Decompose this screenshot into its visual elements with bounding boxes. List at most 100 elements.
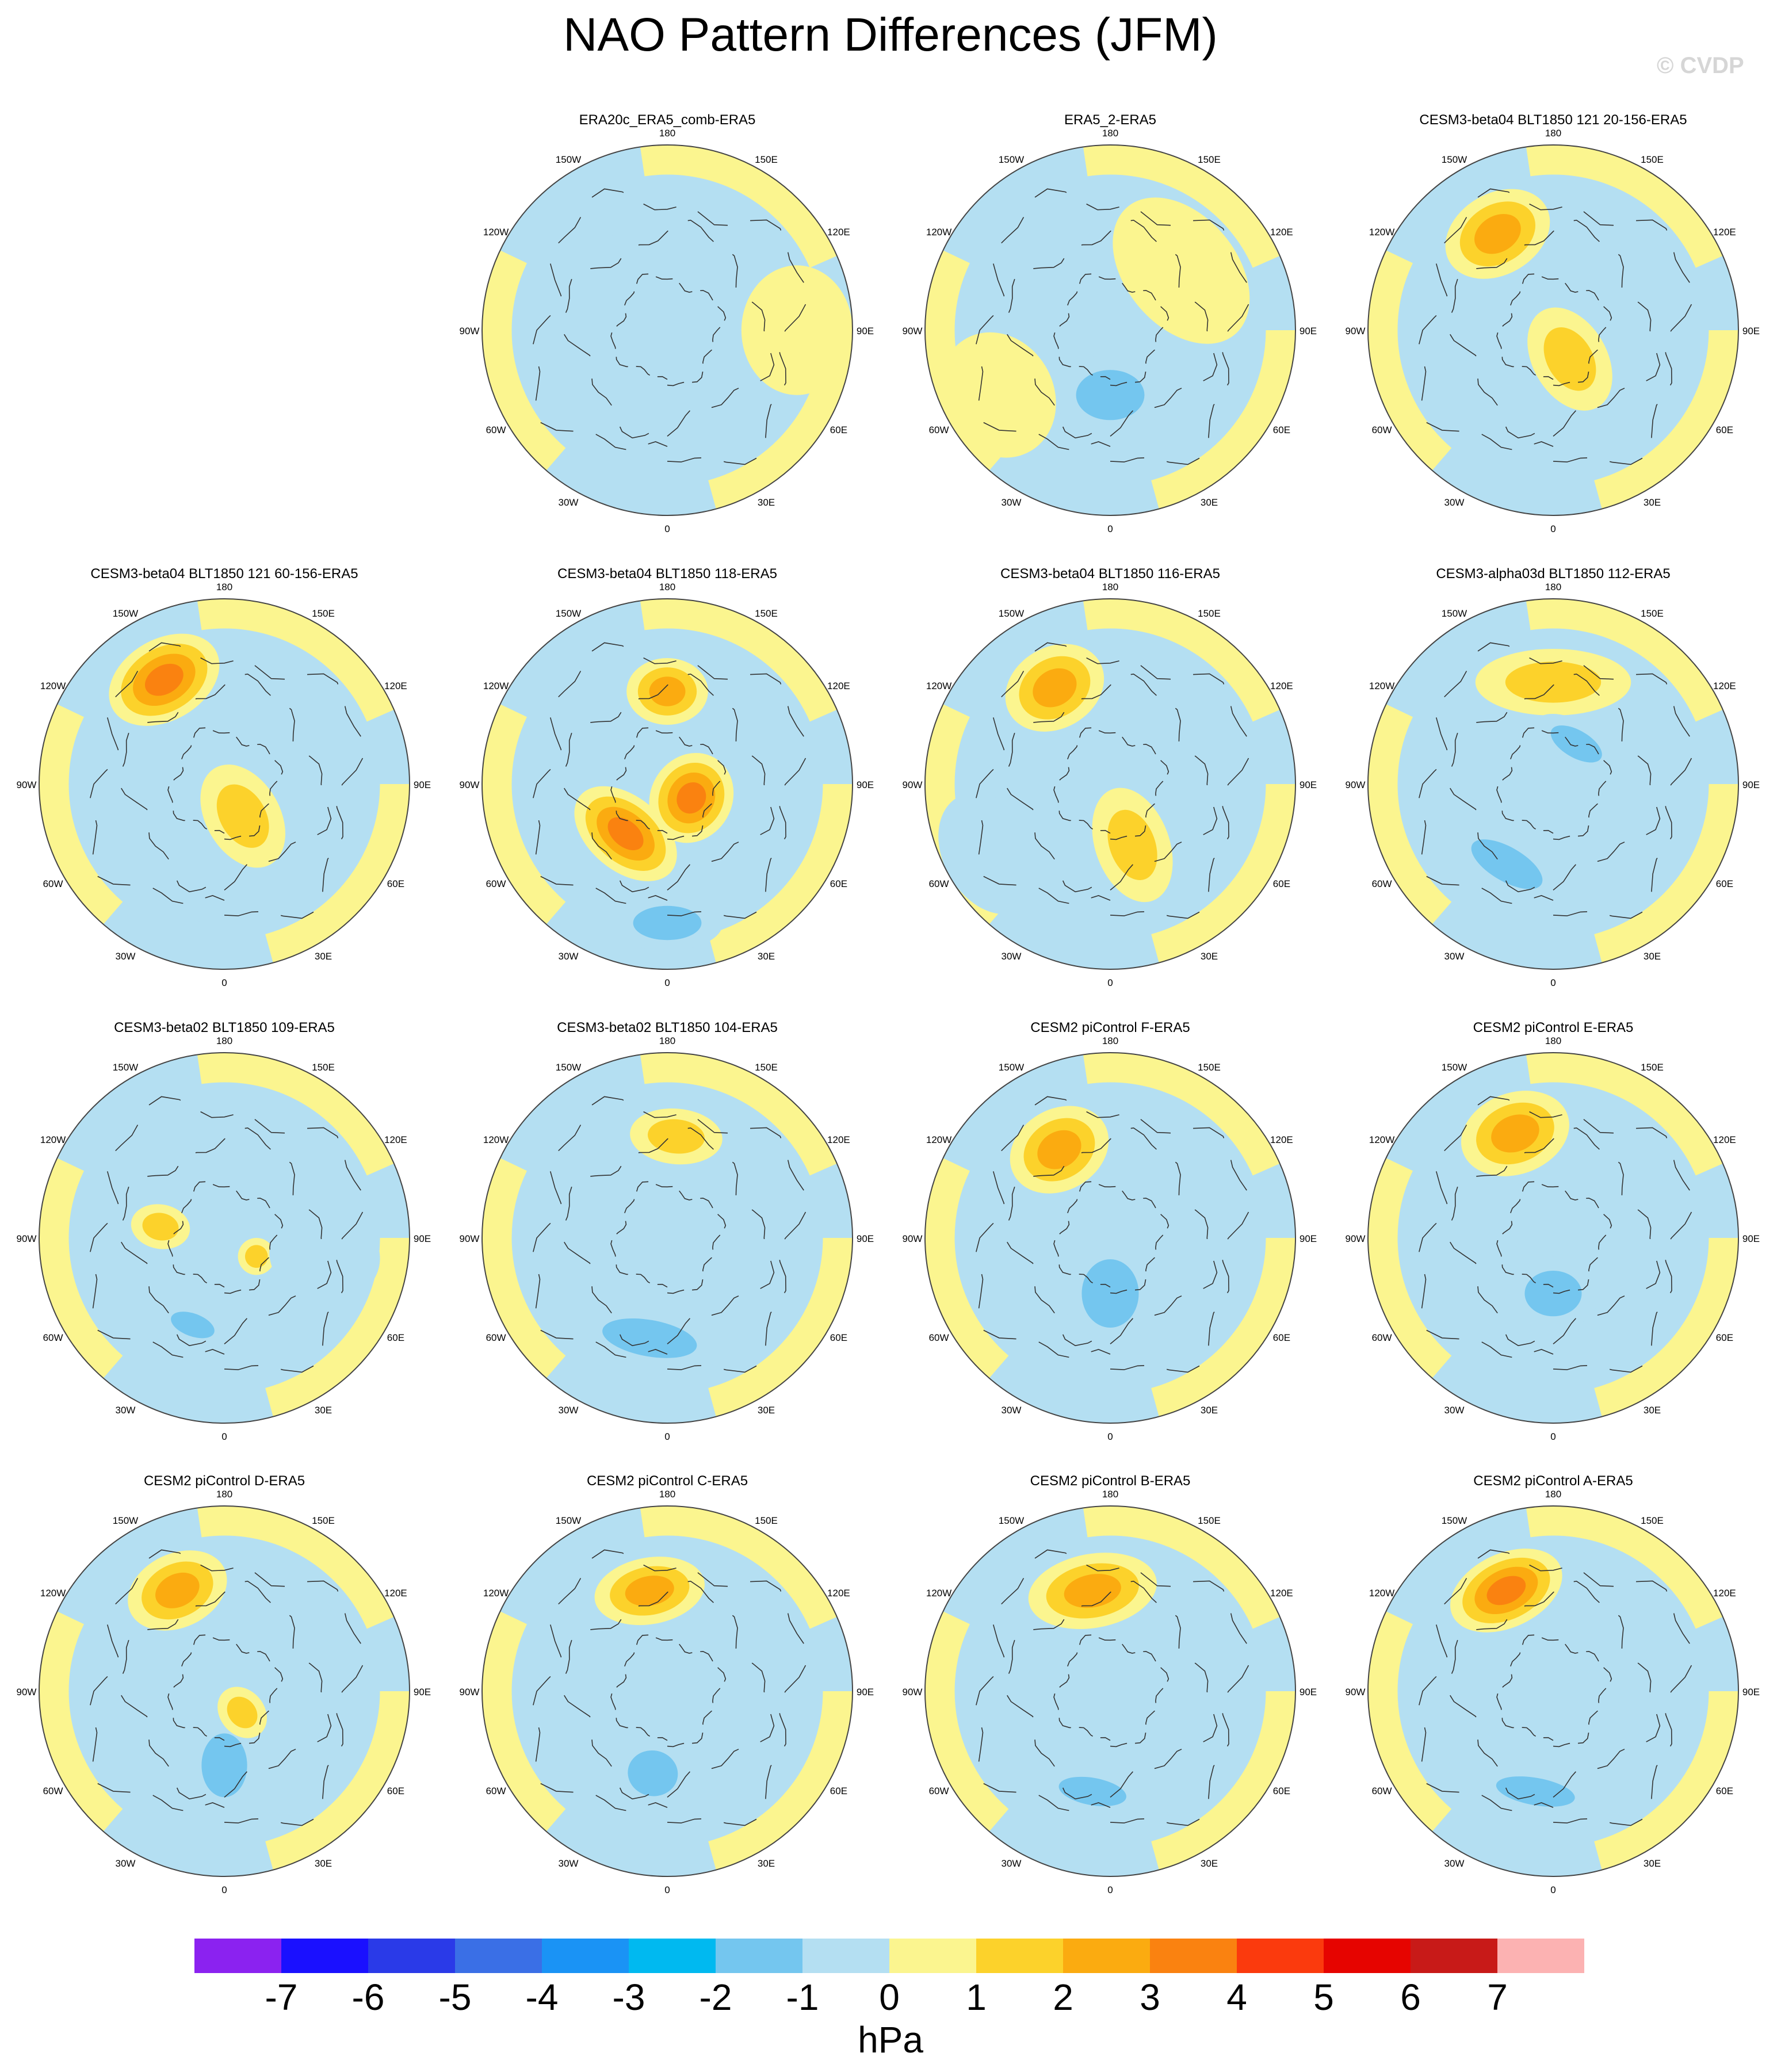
positive-band (482, 599, 853, 969)
contour-field (39, 599, 410, 969)
longitude-label: 60W (486, 878, 506, 889)
colorbar-swatch (889, 1939, 976, 1973)
panel-title: CESM3-beta04 BLT1850 121 20-156-ERA5 (1419, 112, 1687, 128)
colorbar-tick-label: 6 (1400, 1977, 1421, 2018)
longitude-label: 150W (1442, 1515, 1467, 1526)
coastlines (89, 1549, 366, 1826)
longitude-label: 60E (1716, 425, 1733, 435)
coastline (532, 642, 809, 919)
contour-field (925, 1053, 1295, 1423)
colorbar-tick-label: -5 (439, 1977, 472, 2018)
longitude-label: 30E (1644, 497, 1661, 508)
map-panel: CESM2 piControl E-ERA5 0 180 90W 90E 150W 120W… (1346, 1020, 1760, 1442)
longitude-label: 30E (758, 497, 775, 508)
background-level (925, 1506, 1295, 1876)
longitude-label: 150E (1198, 154, 1221, 165)
longitude-label: 0 (1550, 523, 1555, 534)
contour-blob (155, 1572, 200, 1608)
chart-title: NAO Pattern Differences (JFM) (563, 9, 1218, 61)
colorbar-swatch (1324, 1939, 1411, 1973)
longitude-label: 90E (1300, 779, 1317, 790)
longitude-label: 60E (1716, 1332, 1733, 1343)
longitude-label: 90E (1300, 1687, 1317, 1698)
longitude-label: 30W (559, 951, 579, 962)
longitude-label: 60W (43, 878, 63, 889)
panel-title: ERA20c_ERA5_comb-ERA5 (579, 112, 756, 128)
coastline (561, 1580, 775, 1800)
contour-blob (1076, 370, 1145, 420)
longitude-label: 150W (999, 154, 1024, 165)
coastline (1447, 673, 1661, 893)
positive-band (1368, 145, 1738, 515)
longitude-label: 150W (113, 1062, 138, 1073)
longitude-label: 120E (1713, 1134, 1736, 1145)
longitude-label: 30W (1444, 1405, 1465, 1416)
longitude-label: 180 (659, 582, 675, 592)
map-boundary (1367, 144, 1739, 516)
coastline (1418, 188, 1695, 465)
longitude-label: 180 (659, 1035, 675, 1046)
background-level (1368, 1053, 1738, 1423)
longitude-label: 150E (755, 154, 778, 165)
map-panel: CESM3-beta04 BLT1850 121 20-156-ERA5 0 180… (1346, 112, 1760, 534)
longitude-label: 90W (903, 1687, 923, 1698)
longitude-label: 30W (1444, 497, 1465, 508)
longitude-label: 90E (1300, 1233, 1317, 1244)
longitude-label: 60E (1716, 878, 1733, 889)
colorbar-swatch (629, 1939, 716, 1973)
colorbar-tick-label: 1 (966, 1977, 987, 2018)
colorbar-swatch (802, 1939, 889, 1973)
map-boundary (924, 144, 1296, 516)
longitude-label: 120E (1713, 227, 1736, 238)
colorbar-swatch (368, 1939, 455, 1973)
longitude-label: 90E (1742, 1687, 1760, 1698)
coastline (1004, 1580, 1218, 1800)
longitude-label: 90E (414, 1687, 431, 1698)
coastline (167, 1634, 284, 1748)
coastline (1418, 1549, 1695, 1826)
coastline (532, 1096, 809, 1373)
positive-band (39, 1053, 410, 1423)
longitude-label: 60W (929, 1332, 949, 1343)
longitude-label: 150W (1442, 154, 1467, 165)
contour-field (1368, 1506, 1738, 1876)
contour-blob (1496, 1776, 1575, 1807)
colorbar-tick-label: -6 (352, 1977, 385, 2018)
longitude-label: 90W (460, 779, 480, 790)
contour-blob (1550, 725, 1602, 763)
contour-blob (1037, 1130, 1081, 1169)
contour-blob (1505, 662, 1602, 703)
longitude-label: 120W (483, 1134, 509, 1145)
map-panel: ERA5_2-ERA5 0 180 90W 90E 150W 120W 150E 120E 60W… (903, 112, 1317, 534)
coastline (1004, 1127, 1218, 1347)
map-boundary (481, 598, 853, 970)
longitude-label: 30W (559, 1405, 579, 1416)
coastline (975, 1096, 1252, 1373)
colorbar-tick-label: -2 (700, 1977, 732, 2018)
longitude-label: 180 (1545, 1489, 1561, 1500)
coastlines (532, 1096, 809, 1373)
panel-title: ERA5_2-ERA5 (1064, 112, 1156, 128)
longitude-label: 120E (827, 1134, 850, 1145)
contour-blob (938, 793, 1042, 915)
coastline (532, 188, 809, 465)
longitude-label: 150E (1641, 608, 1664, 619)
map-boundary (1367, 1052, 1739, 1424)
positive-band (925, 1053, 1295, 1423)
longitude-label: 60W (486, 1332, 506, 1343)
colorbar-swatch (1411, 1939, 1497, 1973)
longitude-label: 90W (903, 779, 923, 790)
longitude-label: 120W (1369, 1134, 1394, 1145)
longitude-label: 120W (40, 681, 66, 691)
contour-blob (1113, 197, 1250, 344)
longitude-label: 180 (1102, 1035, 1118, 1046)
longitude-label: 150E (1641, 1062, 1664, 1073)
map-grid: ERA20c_ERA5_comb-ERA5 0 180 90W 90E 150W 120W 1… (17, 112, 1760, 1895)
positive-band (925, 1506, 1295, 1876)
longitude-label: 30W (559, 497, 579, 508)
longitude-label: 120W (1369, 227, 1394, 238)
longitude-label: 120E (827, 227, 850, 238)
longitude-label: 120E (1270, 1588, 1293, 1599)
longitude-label: 0 (664, 1884, 670, 1895)
contour-blob (1033, 668, 1077, 708)
